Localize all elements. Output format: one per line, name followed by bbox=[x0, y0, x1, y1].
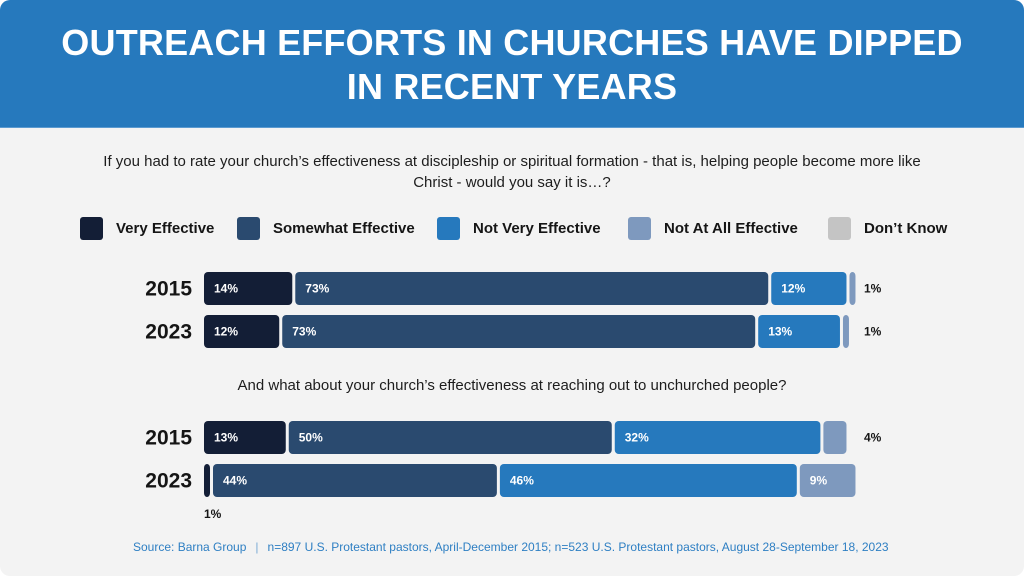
bar-segment-not-at-all-effective bbox=[849, 272, 856, 305]
bar-segment-very-effective bbox=[204, 421, 286, 454]
legend-label: Not Very Effective bbox=[473, 219, 601, 237]
chart-1-question-text: If you had to rate your church’s effecti… bbox=[103, 153, 921, 191]
bar-segment-not-at-all-effective bbox=[823, 421, 847, 454]
source-separator: | bbox=[255, 540, 259, 554]
year-label: 2015 bbox=[145, 278, 192, 301]
bar-segment-very-effective bbox=[204, 272, 293, 305]
legend-item-very-effective: Very Effective bbox=[80, 216, 214, 240]
legend-swatch-somewhat-effective bbox=[237, 216, 260, 240]
bar-segment-somewhat-effective bbox=[288, 421, 612, 454]
legend-swatch-not-very-effective bbox=[437, 216, 460, 240]
source-footer: Source: Barna Group | n=897 U.S. Protestan… bbox=[133, 539, 889, 555]
bar-segment-somewhat-effective bbox=[282, 315, 756, 348]
year-label: 2023 bbox=[145, 321, 192, 344]
bar-segment-very-effective bbox=[204, 464, 210, 497]
legend-label: Somewhat Effective bbox=[273, 219, 415, 237]
bar-value-label: 13% bbox=[214, 431, 238, 445]
legend-swatch-not-at-all-effective bbox=[628, 216, 651, 240]
header-banner: OUTREACH EFFORTS IN CHURCHES HAVE DIPPED… bbox=[0, 0, 1024, 128]
bar-value-label: 12% bbox=[214, 325, 238, 339]
bar-value-label: 4% bbox=[864, 431, 882, 445]
source-label: Source: Barna Group bbox=[133, 540, 247, 554]
bar-segment-not-very-effective bbox=[758, 315, 840, 348]
bar-segment-somewhat-effective bbox=[295, 272, 769, 305]
year-label: 2015 bbox=[145, 427, 192, 450]
legend-item-dont-know: Don’t Know bbox=[828, 216, 947, 240]
bar-segment-very-effective bbox=[204, 315, 280, 348]
bar-value-label: 13% bbox=[768, 325, 792, 339]
legend-swatch-dont-know bbox=[828, 216, 851, 240]
bar-segment-not-very-effective bbox=[614, 421, 821, 454]
bar-value-label: 32% bbox=[625, 431, 649, 445]
bar-segment-not-very-effective bbox=[499, 464, 797, 497]
bar-segment-not-at-all-effective bbox=[799, 464, 856, 497]
chart-1-question: If you had to rate your church’s effecti… bbox=[0, 151, 1024, 193]
bar-value-label: 1% bbox=[864, 325, 882, 339]
bar-value-label: 1% bbox=[864, 282, 882, 296]
bar-value-label: 73% bbox=[292, 325, 316, 339]
legend: Very Effective Somewhat Effective Not Ve… bbox=[80, 216, 950, 240]
chart-2-question: And what about your church’s effectivene… bbox=[0, 375, 1024, 396]
bar-value-label: 50% bbox=[299, 431, 323, 445]
bar-value-label: 46% bbox=[510, 474, 534, 488]
year-label: 2023 bbox=[145, 470, 192, 493]
bar-segment-not-at-all-effective bbox=[842, 315, 849, 348]
bar-value-label: 1% bbox=[204, 507, 222, 521]
legend-label: Not At All Effective bbox=[664, 219, 798, 237]
bar-value-label: 12% bbox=[781, 282, 805, 296]
bar-value-label: 14% bbox=[214, 282, 238, 296]
chart-2-question-text: And what about your church’s effectivene… bbox=[237, 377, 787, 394]
legend-item-not-at-all-effective: Not At All Effective bbox=[628, 216, 798, 240]
legend-item-somewhat-effective: Somewhat Effective bbox=[237, 216, 415, 240]
legend-swatch-very-effective bbox=[80, 216, 103, 240]
sample-note: n=897 U.S. Protestant pastors, April-Dec… bbox=[267, 540, 889, 554]
bar-value-label: 73% bbox=[305, 282, 329, 296]
legend-label: Very Effective bbox=[116, 219, 215, 237]
legend-item-not-very-effective: Not Very Effective bbox=[437, 216, 601, 240]
bar-segment-not-very-effective bbox=[771, 272, 847, 305]
bar-value-label: 9% bbox=[810, 474, 828, 488]
page-title: OUTREACH EFFORTS IN CHURCHES HAVE DIPPED… bbox=[61, 21, 963, 107]
bar-segment-somewhat-effective bbox=[213, 464, 497, 497]
legend-label: Don’t Know bbox=[864, 219, 948, 237]
bar-value-label: 44% bbox=[223, 474, 247, 488]
